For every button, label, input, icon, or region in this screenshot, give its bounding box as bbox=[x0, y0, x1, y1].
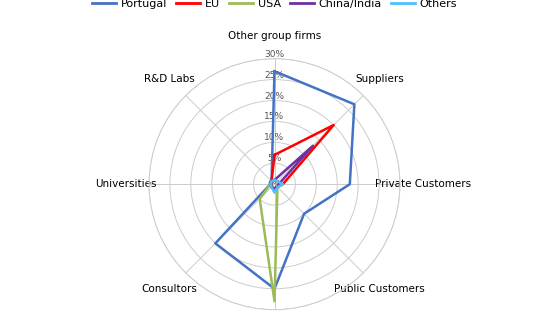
Text: 10%: 10% bbox=[265, 133, 284, 142]
Legend: Portugal, EU, USA, China/India, Others: Portugal, EU, USA, China/India, Others bbox=[87, 0, 462, 14]
Text: 15%: 15% bbox=[265, 112, 284, 121]
Text: 0%: 0% bbox=[267, 180, 282, 189]
Text: 5%: 5% bbox=[267, 154, 282, 163]
Text: 20%: 20% bbox=[265, 92, 284, 100]
Text: 25%: 25% bbox=[265, 71, 284, 80]
Text: 30%: 30% bbox=[265, 50, 284, 59]
